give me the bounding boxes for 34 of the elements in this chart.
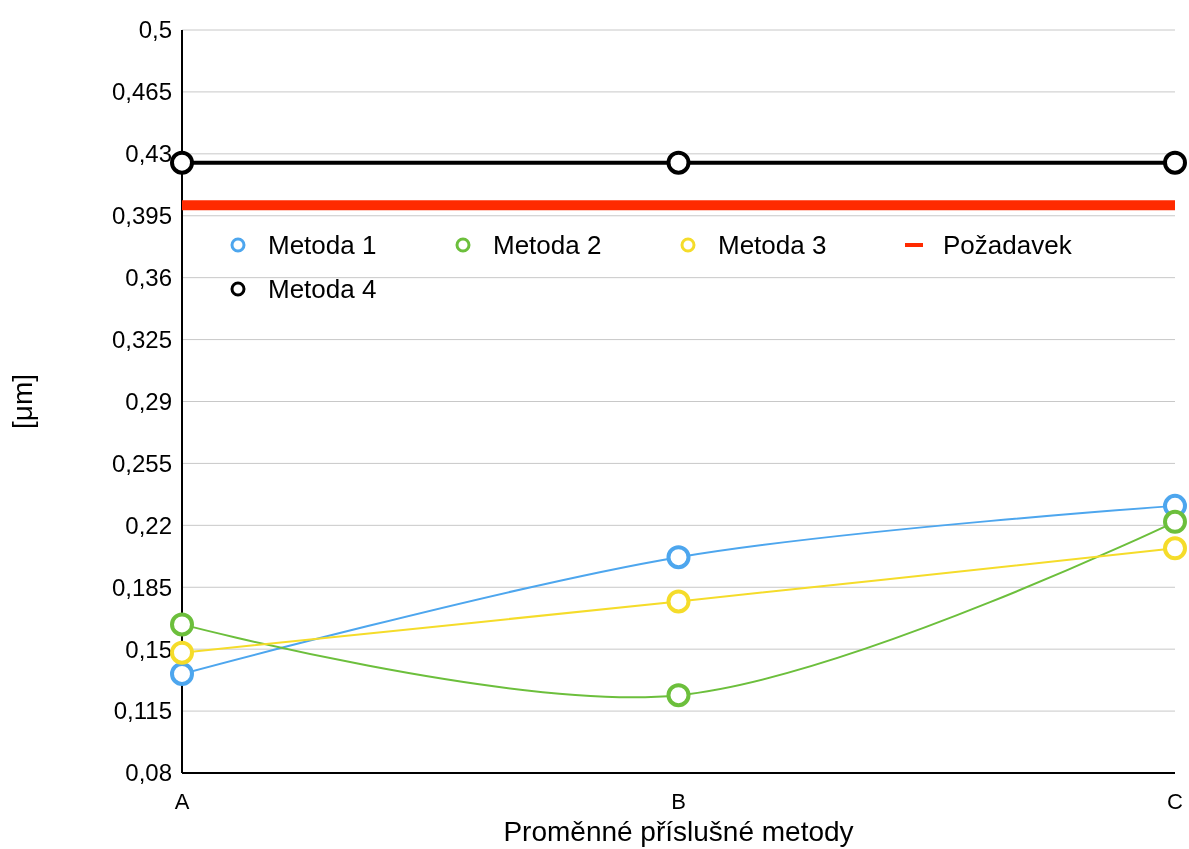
x-tick-label: B [671, 789, 686, 814]
point [170, 661, 194, 686]
point [666, 545, 691, 570]
point [170, 612, 194, 637]
legend-label: Metoda 2 [493, 230, 602, 261]
y-tick-label: 0,36 [125, 264, 172, 292]
y-tick-label: 0,465 [111, 78, 172, 106]
legend-label: Metoda 4 [268, 274, 377, 305]
y-tick-label: 0,15 [125, 635, 172, 663]
y-tick-label: 0,115 [113, 697, 172, 725]
y-tick-label: 0,255 [111, 449, 172, 477]
x-tick-label: C [1167, 789, 1184, 814]
x-axis-title: Proměnné příslušné metody [503, 816, 854, 847]
y-tick-label: 0,08 [125, 759, 172, 787]
y-tick-label: 0,185 [111, 573, 172, 601]
y-tick-label: 0,325 [111, 325, 172, 353]
point [170, 640, 194, 665]
point [666, 589, 691, 614]
y-tick-label: 0,43 [125, 140, 172, 168]
point [170, 150, 194, 175]
legend-label: Požadavek [943, 230, 1073, 261]
y-tick-label: 0,29 [125, 387, 172, 415]
point [666, 683, 691, 708]
legend-label: Metoda 3 [718, 230, 827, 261]
point [1163, 536, 1187, 561]
y-axis-title: [μm] [7, 373, 38, 430]
point [1163, 509, 1187, 534]
y-tick-label: 0,22 [125, 511, 172, 539]
y-tick-label: 0,395 [111, 202, 172, 230]
legend-label: Metoda 1 [268, 230, 377, 261]
point [1163, 150, 1187, 175]
x-tick-label: A [174, 789, 190, 814]
y-tick-label: 0,5 [138, 16, 172, 44]
point [666, 150, 691, 175]
